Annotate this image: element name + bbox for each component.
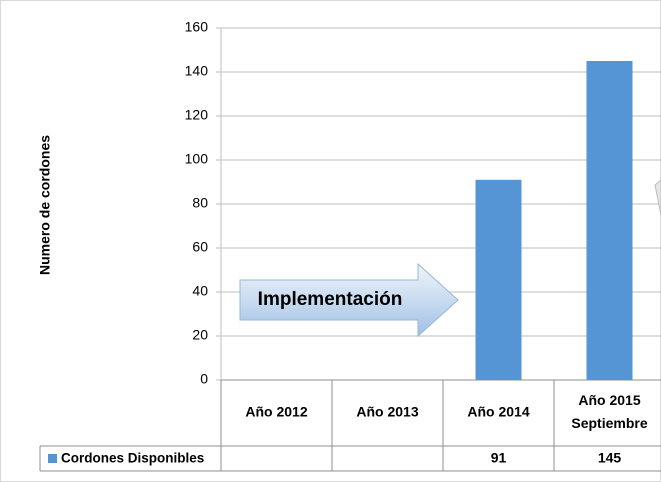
y-tick-label: 60: [192, 239, 208, 255]
y-tick-label: 140: [185, 63, 209, 79]
x-tick-label: Año 2012: [245, 404, 307, 420]
y-tick-label: 20: [192, 327, 208, 343]
plot: 0 20 40 60 80 100 120 140 160 Cordones Disponible…: [39, 19, 661, 472]
x-tick-label: Año 2014: [467, 404, 529, 420]
decoration-arrow: [654, 179, 661, 216]
y-tick-label: 40: [192, 283, 208, 299]
y-tick-label: 100: [185, 151, 209, 167]
table-value: 145: [598, 450, 622, 466]
y-axis-label: Numero de cordones: [37, 135, 53, 275]
x-tick-label: Año 2013: [356, 404, 418, 420]
annotation-arrow: [239, 262, 459, 338]
bar: [586, 61, 633, 380]
y-tick-label: 80: [192, 195, 208, 211]
y-tick-label: 120: [185, 107, 209, 123]
x-tick-label: Año 2015 Septiembre: [571, 392, 647, 431]
table-value: 91: [491, 450, 507, 466]
bar: [475, 179, 522, 380]
legend-label: Cordones Disponibles: [61, 451, 204, 466]
annotation: Implementación: [258, 289, 403, 310]
legend-swatch: [48, 454, 57, 463]
y-tick-label: 0: [200, 371, 208, 387]
y-tick-label: 160: [185, 19, 209, 35]
